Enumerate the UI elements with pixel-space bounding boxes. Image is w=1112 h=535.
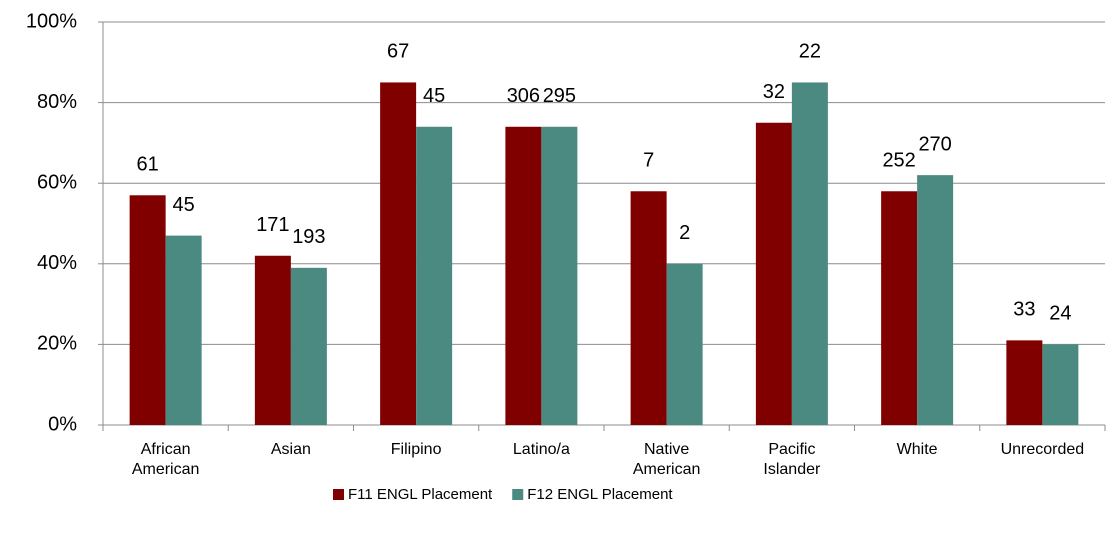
bar [881, 191, 918, 425]
data-label: 252 [882, 150, 915, 172]
data-label: 45 [423, 85, 445, 107]
data-label: 295 [543, 85, 576, 107]
y-tick-label: 100% [26, 10, 77, 32]
y-tick-label: 40% [37, 252, 77, 274]
data-label: 7 [643, 150, 654, 172]
bar [917, 175, 954, 425]
y-tick-label: 60% [37, 171, 77, 193]
x-tick-label: Native American [633, 441, 701, 478]
data-label: 193 [292, 226, 325, 248]
x-tick-label: Pacific Islander [763, 441, 821, 478]
data-label: 306 [507, 85, 540, 107]
bar [630, 191, 667, 425]
data-label: 45 [173, 194, 195, 216]
data-label: 270 [918, 133, 951, 155]
bar [505, 126, 542, 425]
x-tick-label: Latino/a [513, 441, 570, 458]
x-tick-label: White [897, 441, 938, 458]
bar [666, 263, 703, 425]
bar [755, 122, 792, 425]
legend-label: F11 ENGL Placement [348, 486, 493, 503]
x-tick-label: African American [132, 441, 200, 478]
bar [129, 195, 166, 425]
data-label: 2 [679, 222, 690, 244]
x-tick-label: Asian [271, 441, 311, 458]
bar [1042, 344, 1079, 425]
y-tick-label: 80% [37, 91, 77, 113]
legend-label: F12 ENGL Placement [527, 486, 673, 503]
legend-swatch [512, 489, 524, 500]
data-label: 22 [799, 41, 821, 63]
bar [791, 82, 828, 425]
x-tick-label: Filipino [391, 441, 442, 458]
bar [290, 267, 327, 425]
data-label: 67 [387, 41, 409, 63]
data-label: 61 [137, 154, 159, 176]
bar [165, 235, 202, 425]
bar [380, 82, 417, 425]
bar [416, 126, 453, 425]
bar [254, 255, 291, 425]
legend-swatch [333, 489, 344, 500]
data-label: 32 [763, 81, 785, 103]
bar [1006, 340, 1043, 425]
data-label: 171 [256, 214, 289, 236]
bar [541, 126, 578, 425]
data-label: 33 [1013, 299, 1035, 321]
y-tick-label: 20% [37, 333, 77, 355]
y-tick-label: 0% [48, 413, 77, 435]
data-label: 24 [1049, 303, 1071, 325]
x-tick-label: Unrecorded [1001, 441, 1085, 458]
